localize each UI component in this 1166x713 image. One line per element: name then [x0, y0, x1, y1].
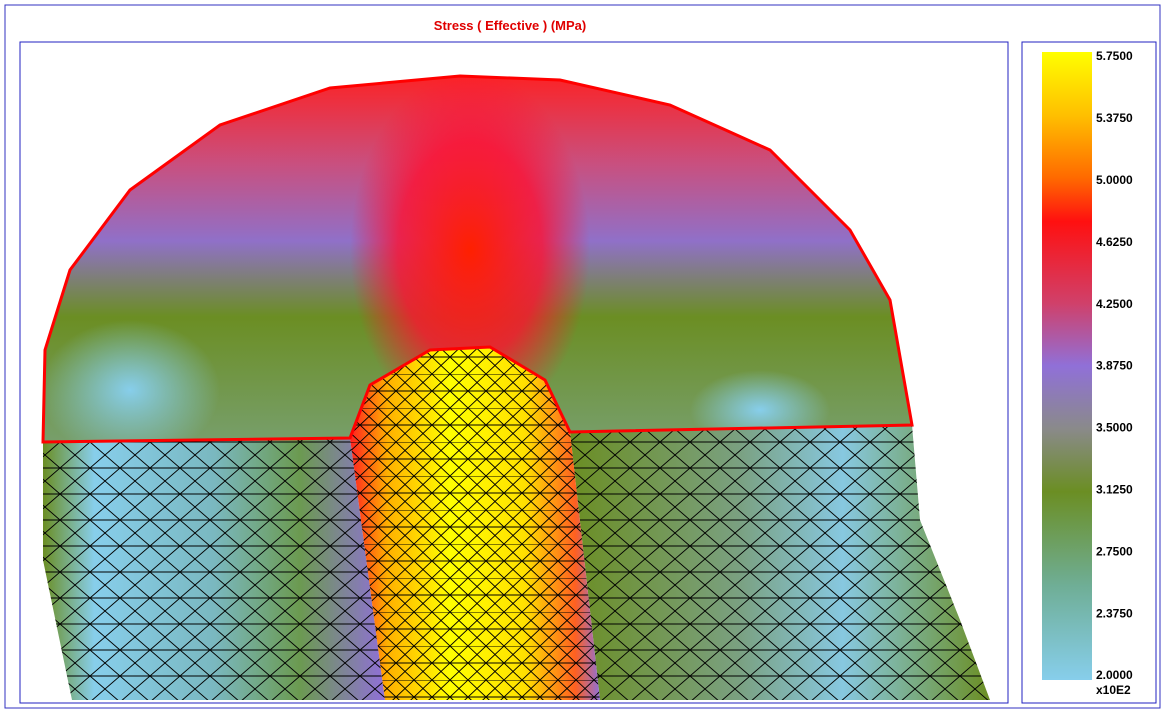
scale-tick-label: 5.7500: [1096, 49, 1133, 63]
scale-tick-label: 5.0000: [1096, 173, 1133, 187]
scale-tick-label: 3.1250: [1096, 482, 1133, 496]
viewer: Stress ( Effective ) (MPa) 5.7500 5.3750 5…: [0, 0, 1166, 713]
color-scale: [1042, 52, 1092, 680]
scale-multiplier: x10E2: [1096, 683, 1131, 697]
scale-tick-label: 4.2500: [1096, 297, 1133, 311]
scale-tick-label: 2.7500: [1096, 544, 1133, 558]
scale-tick-label: 3.8750: [1096, 359, 1133, 373]
plot-title: Stress ( Effective ) (MPa): [434, 18, 586, 33]
scale-tick-label: 4.6250: [1096, 235, 1133, 249]
scale-tick-label: 3.5000: [1096, 421, 1133, 435]
scale-tick-label: 2.3750: [1096, 606, 1133, 620]
plot-canvas: Stress ( Effective ) (MPa) 5.7500 5.3750 5…: [0, 0, 1166, 713]
scale-tick-label: 2.0000: [1096, 668, 1133, 682]
scale-tick-label: 5.3750: [1096, 111, 1133, 125]
